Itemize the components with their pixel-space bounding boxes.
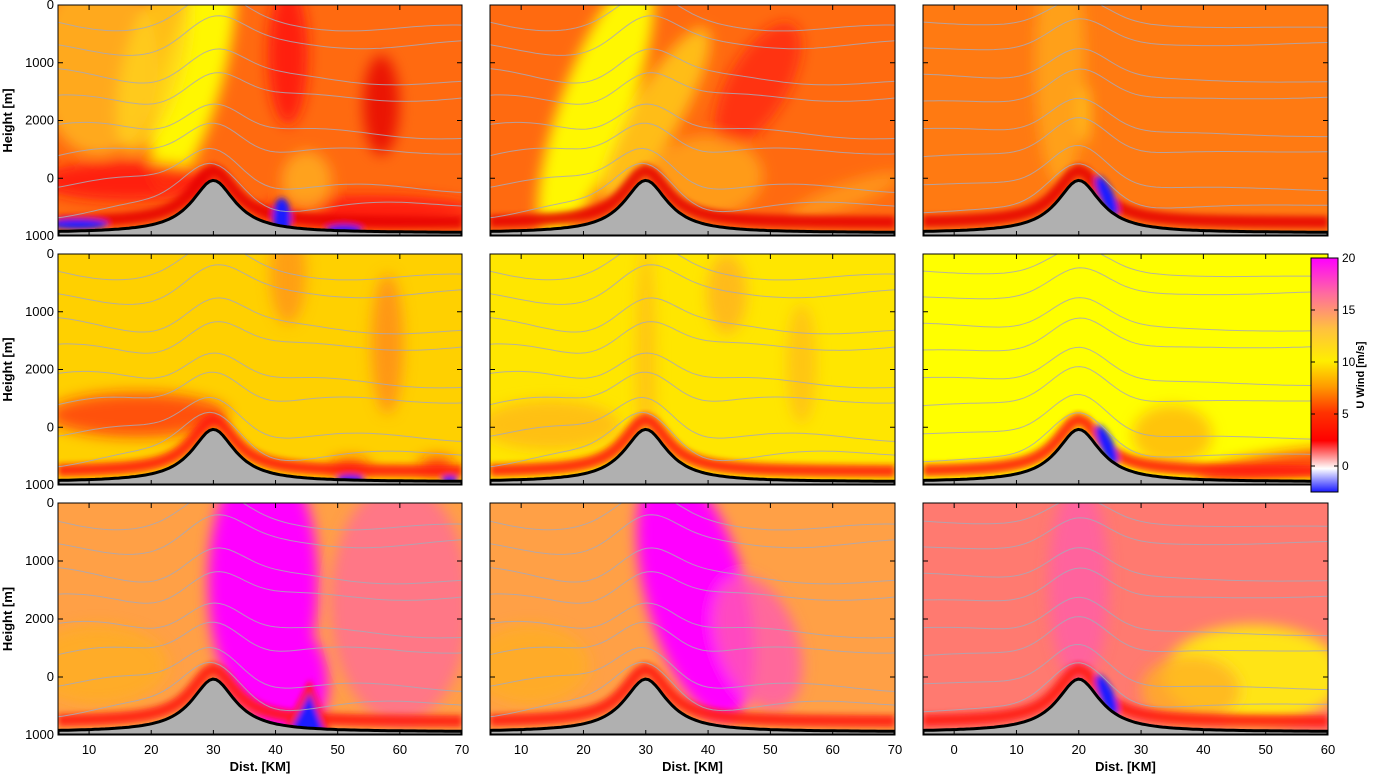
tick-marks (58, 253, 463, 486)
heatmap-panel-r1-c1 (57, 4, 463, 237)
x-tick-label: 50 (1258, 742, 1272, 757)
x-tick-label: 60 (1321, 742, 1335, 757)
y-axis-label: Height [m] (0, 337, 15, 401)
x-axis-label: Dist. [KM] (662, 759, 723, 774)
colorbar-gradient (1310, 257, 1339, 493)
y-tick-label: 0 (47, 495, 54, 510)
x-tick-label: 10 (514, 742, 528, 757)
tick-marks (490, 253, 896, 486)
y-tick-label: 0 (47, 170, 54, 185)
x-tick-label: 50 (330, 742, 344, 757)
y-tick-label: 0 (47, 419, 54, 434)
heatmap-panel-r3-c3 (922, 502, 1329, 736)
isentropes (490, 503, 895, 718)
x-axis-label: Dist. [KM] (230, 759, 291, 774)
y-axis-label: Height [m] (0, 587, 15, 651)
colorbar-tick-label: 20 (1342, 251, 1356, 265)
y-tick-label: 2000 (25, 362, 54, 377)
surface-layer (923, 163, 1328, 229)
x-tick-label: 30 (206, 742, 220, 757)
x-tick-label: 20 (1072, 742, 1086, 757)
y-tick-label: 1000 (25, 727, 54, 742)
colorbar-tick-label: 10 (1342, 355, 1356, 369)
x-tick-label: 20 (576, 742, 590, 757)
x-axis-label: Dist. [KM] (1095, 759, 1156, 774)
tick-marks (923, 253, 1329, 486)
x-tick-label: 30 (639, 742, 653, 757)
heatmap-panel-r1-c2 (489, 4, 896, 237)
surface-layer (923, 662, 1328, 728)
x-tick-label: 10 (82, 742, 96, 757)
isentropes (58, 503, 462, 718)
wind-field (490, 254, 817, 484)
x-tick-label: 60 (393, 742, 407, 757)
isentropes (58, 5, 462, 219)
panel-background (490, 254, 895, 485)
colorbar-tick-label: 0 (1342, 459, 1349, 473)
isentropes (923, 5, 1328, 214)
y-tick-label: 1000 (25, 228, 54, 243)
y-tick-label: 1000 (25, 553, 54, 568)
heatmap-panel-r3-c1 (57, 502, 463, 736)
panel-grid (57, 4, 1329, 736)
x-tick-label: 70 (455, 742, 469, 757)
surface-layer (490, 412, 895, 478)
colorbar: 20 15 10 5 0 U Wind [m/s] (1310, 251, 1367, 493)
isentropes (490, 5, 895, 219)
surface-layer (490, 662, 895, 728)
y-tick-label: 2000 (25, 611, 54, 626)
y-tick-label: 0 (47, 669, 54, 684)
isentropes (58, 254, 462, 468)
x-tick-label: 60 (825, 742, 839, 757)
x-tick-label: 40 (1196, 742, 1210, 757)
tick-marks (58, 502, 463, 736)
surface-layer (923, 412, 1328, 478)
y-tick-label: 2000 (25, 113, 54, 128)
heatmap-panel-r3-c2 (489, 502, 896, 736)
colorbar-tick-label: 5 (1342, 407, 1349, 421)
y-tick-label: 1000 (25, 304, 54, 319)
heatmap-panel-r2-c3 (922, 253, 1329, 486)
y-tick-label: 1000 (25, 55, 54, 70)
y-tick-label: 1000 (25, 477, 54, 492)
panel-background (923, 5, 1328, 236)
isentropes (923, 254, 1328, 463)
wind-field (490, 503, 803, 720)
x-tick-label: 40 (268, 742, 282, 757)
tick-marks (490, 502, 896, 736)
panel-background (923, 254, 1328, 485)
isentropes (923, 503, 1328, 713)
heatmap-panel-r1-c3 (922, 4, 1329, 237)
heatmap-panel-r2-c2 (489, 253, 896, 486)
y-tick-label: 0 (47, 246, 54, 261)
wind-field (58, 254, 456, 475)
surface-layer (58, 662, 462, 735)
colorbar-label: U Wind [m/s] (1355, 341, 1367, 408)
tick-marks (490, 4, 896, 237)
y-axis-label: Height [m] (0, 88, 15, 152)
tick-marks (923, 4, 1329, 237)
tick-marks (923, 502, 1329, 736)
colorbar-tick-label: 15 (1342, 303, 1356, 317)
x-tick-label: 50 (763, 742, 777, 757)
x-tick-label: 10 (1009, 742, 1023, 757)
y-tick-label: 0 (47, 0, 54, 12)
wind-field (1048, 503, 1328, 725)
x-tick-label: 40 (701, 742, 715, 757)
isentropes (490, 254, 895, 468)
heatmap-panel-r2-c1 (57, 253, 463, 486)
x-tick-label: 30 (1134, 742, 1148, 757)
x-tick-label: 20 (144, 742, 158, 757)
tick-marks (58, 4, 463, 237)
x-tick-label: 0 (951, 742, 958, 757)
x-tick-label: 70 (888, 742, 902, 757)
surface-layer (490, 163, 895, 229)
